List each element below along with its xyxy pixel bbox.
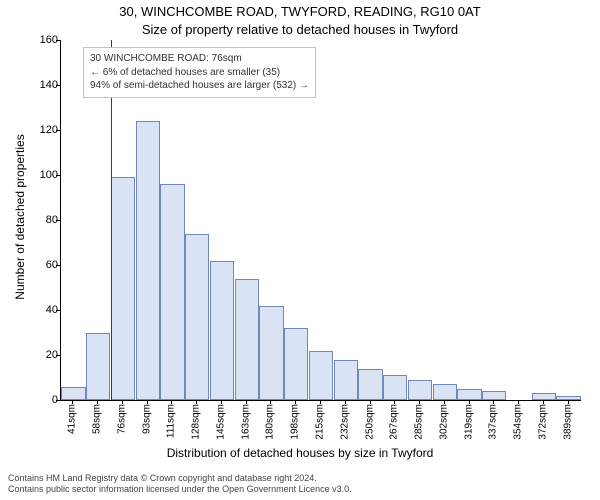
y-tick-label: 0 <box>36 394 58 406</box>
y-tick-mark <box>56 400 60 401</box>
x-tick-mark <box>147 400 148 404</box>
x-tick-mark <box>444 400 445 404</box>
x-tick-mark <box>246 400 247 404</box>
chart-title-line1: 30, WINCHCOMBE ROAD, TWYFORD, READING, R… <box>0 4 600 19</box>
x-tick-label: 180sqm <box>265 404 276 440</box>
y-tick-label: 80 <box>36 214 58 226</box>
x-tick-label: 267sqm <box>389 404 400 440</box>
histogram-bar <box>259 306 283 401</box>
x-tick-mark <box>394 400 395 404</box>
y-tick-label: 100 <box>36 169 58 181</box>
x-axis-label: Distribution of detached houses by size … <box>0 446 600 460</box>
y-tick-mark <box>56 130 60 131</box>
x-tick-label: 319sqm <box>463 404 474 440</box>
histogram-bar <box>61 387 85 401</box>
x-tick-mark <box>295 400 296 404</box>
x-tick-label: 372sqm <box>537 404 548 440</box>
y-tick-mark <box>56 265 60 266</box>
x-tick-mark <box>171 400 172 404</box>
y-tick-label: 20 <box>36 349 58 361</box>
x-tick-label: 198sqm <box>290 404 301 440</box>
histogram-bar <box>408 380 432 400</box>
x-tick-mark <box>97 400 98 404</box>
x-tick-mark <box>345 400 346 404</box>
x-tick-mark <box>543 400 544 404</box>
histogram-bar <box>136 121 160 400</box>
x-tick-label: 93sqm <box>141 404 152 434</box>
annotation-box: 30 WINCHCOMBE ROAD: 76sqm ← 6% of detach… <box>83 47 316 98</box>
histogram-bar <box>309 351 333 401</box>
histogram-bar <box>457 389 481 400</box>
footer-text: Contains HM Land Registry data © Crown c… <box>8 473 592 496</box>
x-tick-mark <box>469 400 470 404</box>
x-tick-label: 128sqm <box>191 404 202 440</box>
y-tick-label: 40 <box>36 304 58 316</box>
x-tick-label: 76sqm <box>116 404 127 434</box>
y-tick-label: 160 <box>36 34 58 46</box>
y-tick-label: 140 <box>36 79 58 91</box>
x-tick-label: 215sqm <box>315 404 326 440</box>
x-tick-mark <box>320 400 321 404</box>
footer-line2: Contains public sector information licen… <box>8 484 592 496</box>
histogram-bar <box>185 234 209 401</box>
y-tick-mark <box>56 175 60 176</box>
x-tick-label: 250sqm <box>364 404 375 440</box>
y-tick-label: 120 <box>36 124 58 136</box>
histogram-bar <box>383 375 407 400</box>
histogram-bar <box>210 261 234 401</box>
histogram-bar <box>532 393 556 400</box>
x-tick-mark <box>568 400 569 404</box>
histogram-bar <box>556 396 580 401</box>
footer-line1: Contains HM Land Registry data © Crown c… <box>8 473 592 485</box>
y-tick-mark <box>56 220 60 221</box>
x-tick-label: 302sqm <box>438 404 449 440</box>
y-tick-mark <box>56 40 60 41</box>
x-tick-mark <box>493 400 494 404</box>
x-tick-mark <box>196 400 197 404</box>
x-tick-label: 163sqm <box>240 404 251 440</box>
x-tick-mark <box>270 400 271 404</box>
y-tick-mark <box>56 310 60 311</box>
x-tick-label: 111sqm <box>166 404 177 438</box>
histogram-bar <box>235 279 259 401</box>
y-tick-mark <box>56 355 60 356</box>
histogram-bar <box>284 328 308 400</box>
x-tick-mark <box>370 400 371 404</box>
histogram-bar <box>160 184 184 400</box>
annotation-line1: 30 WINCHCOMBE ROAD: 76sqm <box>90 52 309 66</box>
histogram-bar <box>86 333 110 401</box>
annotation-line3: 94% of semi-detached houses are larger (… <box>90 79 309 93</box>
y-axis-label: Number of detached properties <box>13 117 27 317</box>
histogram-bar <box>482 391 506 400</box>
histogram-bar <box>433 384 457 400</box>
x-tick-mark <box>122 400 123 404</box>
x-tick-label: 389sqm <box>562 404 573 440</box>
x-tick-mark <box>518 400 519 404</box>
chart-subtitle: Size of property relative to detached ho… <box>0 22 600 37</box>
x-tick-label: 41sqm <box>67 404 78 434</box>
x-tick-mark <box>221 400 222 404</box>
y-tick-mark <box>56 85 60 86</box>
annotation-line2: ← 6% of detached houses are smaller (35) <box>90 66 309 80</box>
x-tick-label: 337sqm <box>488 404 499 440</box>
x-tick-label: 285sqm <box>414 404 425 440</box>
histogram-bar <box>111 177 135 400</box>
x-tick-label: 58sqm <box>92 404 103 434</box>
x-tick-label: 232sqm <box>339 404 350 440</box>
y-tick-label: 60 <box>36 259 58 271</box>
x-tick-label: 145sqm <box>215 404 226 440</box>
histogram-bar <box>334 360 358 401</box>
chart-container: { "chart": { "type": "histogram", "title… <box>0 0 600 500</box>
histogram-bar <box>358 369 382 401</box>
x-tick-label: 354sqm <box>513 404 524 440</box>
x-tick-mark <box>72 400 73 404</box>
x-tick-mark <box>419 400 420 404</box>
